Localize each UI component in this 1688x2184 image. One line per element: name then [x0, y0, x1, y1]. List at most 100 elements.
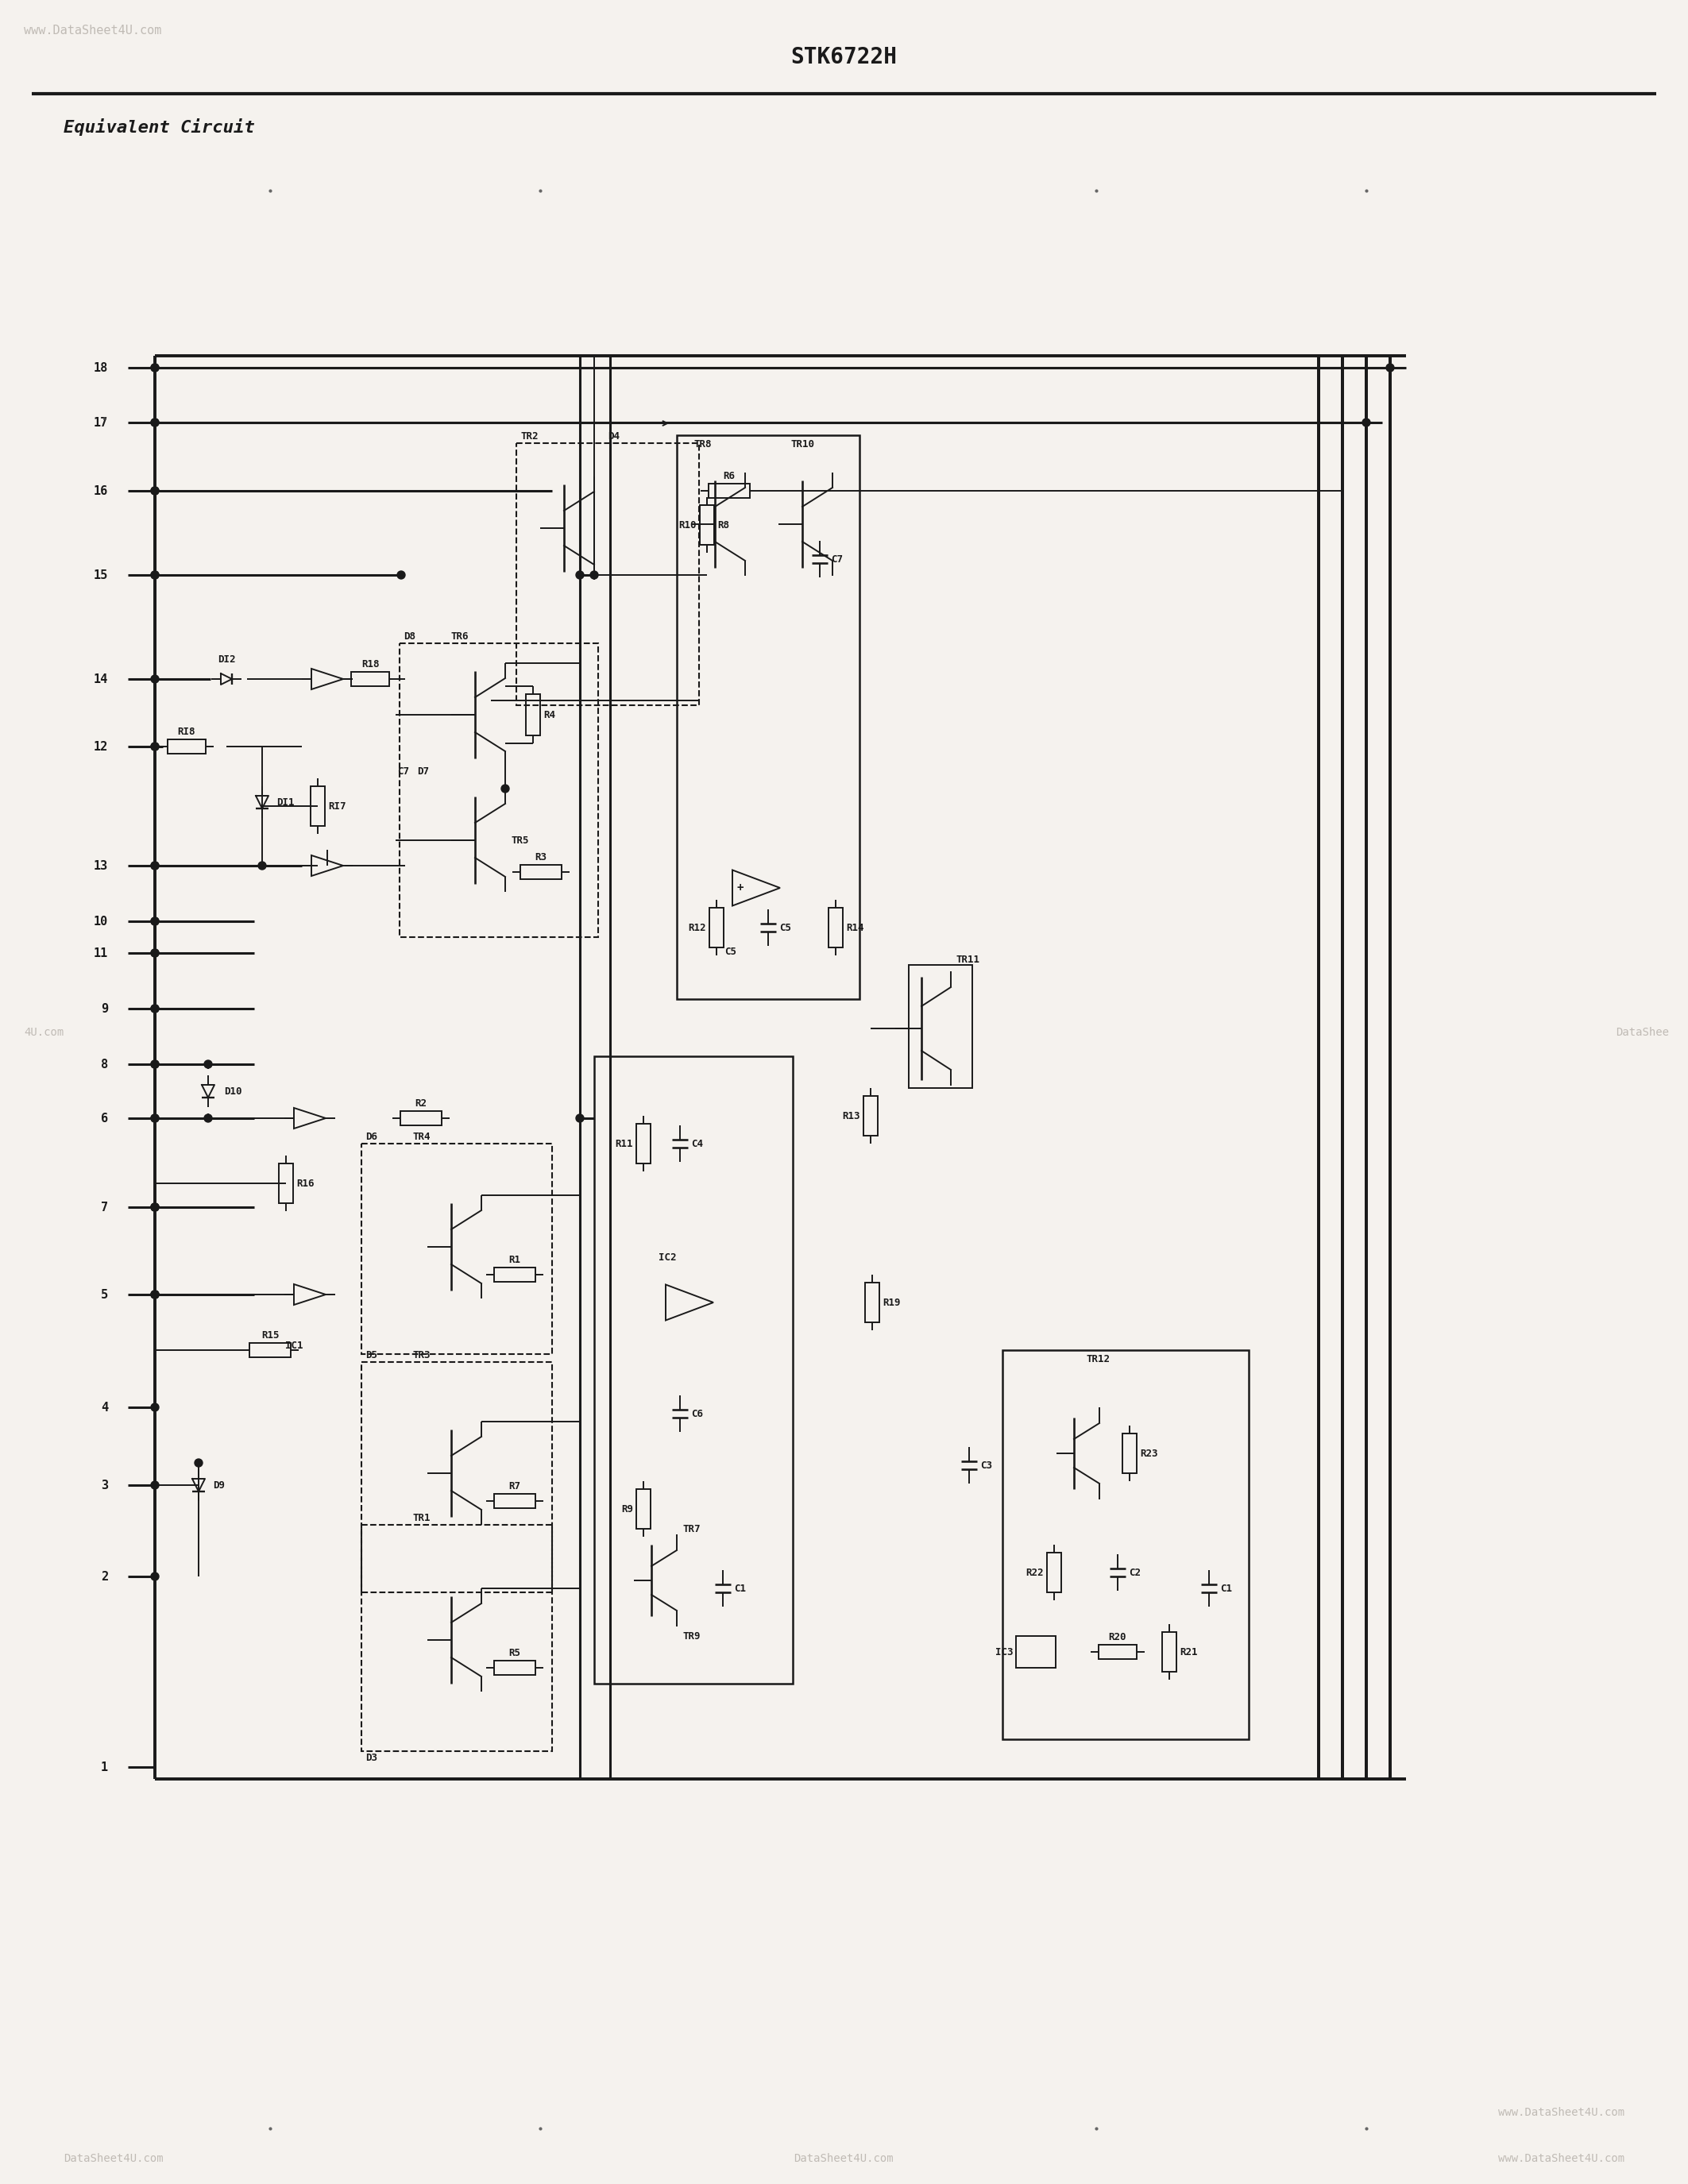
Circle shape — [150, 419, 159, 426]
Text: DataSheet4U.com: DataSheet4U.com — [793, 2153, 893, 2164]
Text: TR4: TR4 — [414, 1131, 430, 1142]
Circle shape — [150, 917, 159, 926]
Circle shape — [150, 1005, 159, 1013]
Text: www.DataSheet4U.com: www.DataSheet4U.com — [1497, 2153, 1624, 2164]
Circle shape — [150, 1059, 159, 1068]
Text: +: + — [738, 882, 744, 893]
Circle shape — [1362, 419, 1371, 426]
Text: D9: D9 — [213, 1481, 225, 1489]
Bar — [636, 1125, 650, 1164]
Circle shape — [150, 1291, 159, 1299]
Circle shape — [1386, 365, 1394, 371]
Circle shape — [397, 570, 405, 579]
Circle shape — [258, 863, 267, 869]
Bar — [1161, 1631, 1177, 1671]
Text: 8: 8 — [101, 1059, 108, 1070]
Circle shape — [204, 1114, 213, 1123]
Bar — [400, 644, 598, 937]
Text: 18: 18 — [93, 363, 108, 373]
Text: TR1: TR1 — [414, 1514, 430, 1522]
Bar — [520, 865, 562, 880]
Text: R15: R15 — [262, 1330, 279, 1341]
Text: R20: R20 — [1109, 1631, 1126, 1642]
Text: R22: R22 — [1026, 1568, 1043, 1577]
Text: R6: R6 — [722, 472, 736, 480]
Text: D4: D4 — [608, 430, 619, 441]
Bar — [400, 1112, 442, 1125]
Bar — [709, 909, 724, 948]
Text: C3: C3 — [981, 1461, 993, 1470]
Circle shape — [150, 1291, 159, 1299]
Circle shape — [150, 1481, 159, 1489]
Circle shape — [204, 1059, 213, 1068]
Text: R3: R3 — [535, 852, 547, 863]
Circle shape — [150, 675, 159, 684]
Text: D5: D5 — [365, 1350, 378, 1361]
Text: D8: D8 — [403, 631, 415, 642]
Text: 2: 2 — [101, 1570, 108, 1583]
Circle shape — [576, 1114, 584, 1123]
Bar — [709, 483, 749, 498]
Circle shape — [150, 365, 159, 371]
Bar — [701, 505, 714, 544]
Text: 16: 16 — [93, 485, 108, 496]
Circle shape — [150, 1404, 159, 1411]
Text: R14: R14 — [846, 922, 864, 933]
Circle shape — [150, 917, 159, 926]
Text: STK6722H: STK6722H — [790, 46, 896, 68]
Text: 12: 12 — [93, 740, 108, 753]
Bar — [1123, 1433, 1136, 1474]
Bar — [908, 965, 972, 1088]
Text: IC3: IC3 — [996, 1647, 1013, 1658]
Text: D3: D3 — [365, 1754, 378, 1762]
Bar — [829, 909, 842, 948]
Text: D7: D7 — [417, 767, 429, 778]
Text: R1: R1 — [508, 1256, 520, 1265]
Text: 1: 1 — [101, 1760, 108, 1773]
Bar — [361, 1144, 552, 1354]
Circle shape — [150, 1114, 159, 1123]
Circle shape — [150, 743, 159, 751]
Bar — [279, 1164, 294, 1203]
Text: 10: 10 — [93, 915, 108, 928]
Text: IC1: IC1 — [285, 1341, 304, 1352]
Text: DataShee: DataShee — [1615, 1026, 1669, 1037]
Bar — [495, 1660, 535, 1675]
Text: 17: 17 — [93, 417, 108, 428]
Text: R16: R16 — [297, 1177, 314, 1188]
Circle shape — [150, 950, 159, 957]
Text: C2: C2 — [1129, 1568, 1141, 1577]
Text: 15: 15 — [93, 570, 108, 581]
Text: R10: R10 — [679, 520, 697, 531]
Bar — [361, 1524, 552, 1752]
Text: R23: R23 — [1139, 1448, 1158, 1459]
Text: 4: 4 — [101, 1402, 108, 1413]
Text: R2: R2 — [415, 1099, 427, 1109]
Text: TR6: TR6 — [451, 631, 469, 642]
Circle shape — [150, 365, 159, 371]
Bar — [351, 673, 390, 686]
Bar — [1047, 1553, 1062, 1592]
Text: 6: 6 — [101, 1112, 108, 1125]
Text: R5: R5 — [508, 1649, 520, 1658]
Bar — [1099, 1645, 1136, 1660]
Text: RI8: RI8 — [177, 727, 196, 736]
Text: www.DataSheet4U.com: www.DataSheet4U.com — [1497, 2108, 1624, 2118]
Text: R9: R9 — [621, 1505, 633, 1514]
Text: C5: C5 — [780, 922, 792, 933]
Circle shape — [591, 570, 598, 579]
Bar — [677, 435, 859, 998]
Circle shape — [150, 1203, 159, 1212]
Circle shape — [150, 950, 159, 957]
Text: D6: D6 — [365, 1131, 378, 1142]
Text: C4: C4 — [690, 1138, 702, 1149]
Bar — [1003, 1350, 1249, 1738]
Text: TR10: TR10 — [790, 439, 814, 450]
Bar — [517, 443, 699, 705]
Circle shape — [150, 487, 159, 496]
Bar — [495, 1494, 535, 1509]
Bar — [1016, 1636, 1055, 1669]
Bar — [361, 1363, 552, 1592]
Text: TR2: TR2 — [520, 430, 538, 441]
Circle shape — [150, 570, 159, 579]
